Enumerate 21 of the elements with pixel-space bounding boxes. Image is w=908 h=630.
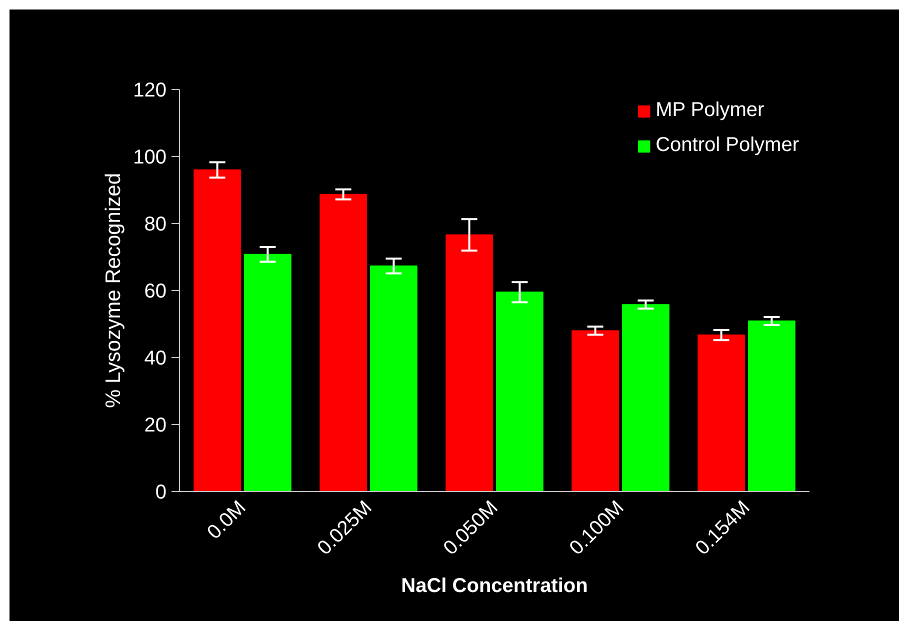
- bar: [496, 292, 544, 492]
- y-tick-label: 80: [144, 214, 167, 236]
- bar: [748, 320, 796, 492]
- y-tick-label: 100: [133, 146, 167, 168]
- legend-label: MP Polymer: [656, 99, 764, 122]
- bar: [622, 304, 670, 492]
- bar: [572, 330, 619, 492]
- bar: [370, 266, 418, 492]
- y-tick-label: 20: [144, 414, 167, 436]
- y-tick-label: 60: [144, 280, 167, 302]
- y-tick-label: 0: [155, 482, 166, 504]
- y-axis-title: % Lysozyme Recognized: [102, 173, 126, 408]
- y-tick-label: 40: [144, 348, 167, 370]
- bar: [194, 169, 241, 492]
- bar: [446, 234, 493, 492]
- x-axis-title: NaCl Concentration: [401, 575, 588, 598]
- bar: [698, 334, 745, 492]
- legend-label: Control Polymer: [656, 134, 799, 157]
- bar: [244, 254, 292, 492]
- y-tick-label: 120: [133, 80, 167, 102]
- bar: [320, 194, 367, 492]
